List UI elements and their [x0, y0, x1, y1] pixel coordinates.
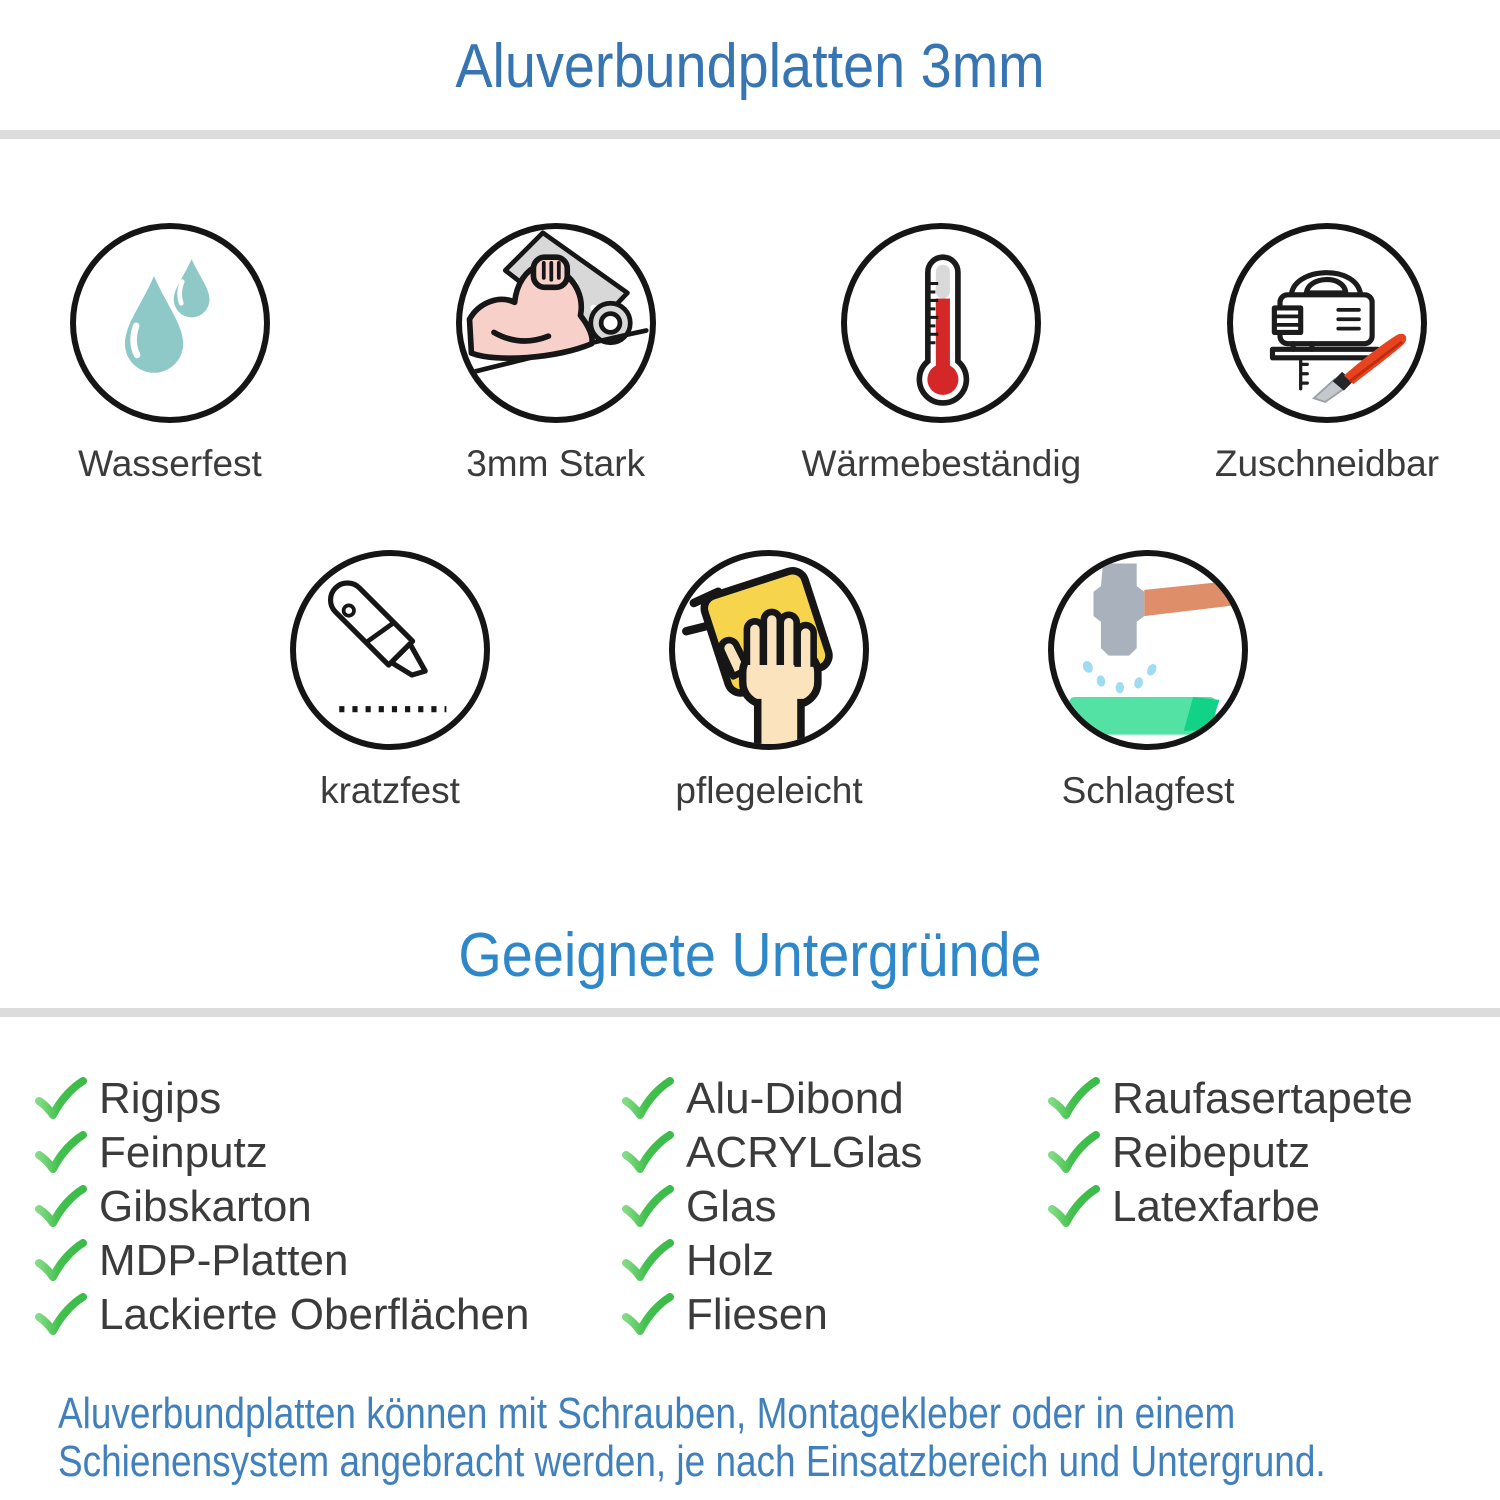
check-icon — [35, 1239, 87, 1281]
check-icon — [35, 1077, 87, 1119]
list-item: Feinputz — [35, 1126, 529, 1180]
substrate-label: Rigips — [99, 1074, 222, 1123]
cleaning-hand-icon — [669, 550, 869, 750]
feature-wasserfest: Wasserfest — [70, 223, 270, 485]
feature-row-2: kratzfest — [290, 550, 1248, 812]
feature-waermebestaendig: Wärmebeständig — [801, 223, 1081, 485]
check-icon — [1048, 1131, 1100, 1173]
mounting-note-line2: Schienensystem angebracht werden, je nac… — [58, 1437, 1326, 1486]
divider-top — [0, 130, 1500, 139]
check-icon — [35, 1185, 87, 1227]
list-item: Fliesen — [622, 1288, 922, 1342]
list-item: ACRYLGlas — [622, 1126, 922, 1180]
list-item: Latexfarbe — [1048, 1180, 1413, 1234]
check-icon — [622, 1185, 674, 1227]
substrate-label: Feinputz — [99, 1128, 268, 1177]
feature-row-1: Wasserfest — [70, 223, 1439, 485]
water-drops-icon — [70, 223, 270, 423]
list-item: Holz — [622, 1234, 922, 1288]
substrate-label: Holz — [686, 1236, 775, 1285]
feature-schlagfest: Schlagfest — [1048, 550, 1248, 812]
list-item: Alu-Dibond — [622, 1072, 922, 1126]
feature-label: kratzfest — [320, 770, 460, 811]
feature-3mm-stark: 3mm Stark — [455, 223, 656, 485]
check-icon — [622, 1131, 674, 1173]
check-icon — [622, 1077, 674, 1119]
list-item: Rigips — [35, 1072, 529, 1126]
substrate-label: Alu-Dibond — [686, 1074, 904, 1123]
substrate-label: Latexfarbe — [1112, 1182, 1320, 1231]
substrate-label: Lackierte Oberflächen — [99, 1290, 530, 1339]
substrate-label: MDP-Platten — [99, 1236, 349, 1285]
substrate-label: Fliesen — [686, 1290, 828, 1339]
section-title-untergruende: Geeignete Untergründe — [458, 921, 1042, 990]
feature-kratzfest: kratzfest — [290, 550, 490, 812]
list-item: Gibskarton — [35, 1180, 529, 1234]
check-icon — [35, 1131, 87, 1173]
page-title: Aluverbundplatten 3mm — [455, 32, 1045, 101]
check-icon — [35, 1293, 87, 1335]
mounting-note: Aluverbundplatten können mit Schrauben, … — [58, 1390, 1326, 1486]
substrate-label: Reibeputz — [1112, 1128, 1311, 1177]
substrates-column-2: Alu-Dibond ACRYLGlas Glas Holz Fliesen — [622, 1072, 922, 1342]
feature-label: Wasserfest — [78, 443, 262, 484]
list-item: Raufasertapete — [1048, 1072, 1413, 1126]
feature-label: pflegeleicht — [675, 770, 863, 811]
substrates-column-1: Rigips Feinputz Gibskarton MDP-Platten L… — [35, 1072, 529, 1342]
feature-zuschneidbar: Zuschneidbar — [1215, 223, 1439, 485]
feature-label: Wärmebeständig — [801, 443, 1082, 484]
list-item: Lackierte Oberflächen — [35, 1288, 529, 1342]
substrate-label: Glas — [686, 1182, 777, 1231]
utility-knife-icon — [290, 550, 490, 750]
divider-middle — [0, 1008, 1500, 1017]
substrate-label: Gibskarton — [99, 1182, 312, 1231]
thermometer-icon — [841, 223, 1042, 423]
jigsaw-icon — [1226, 223, 1427, 423]
substrate-label: Raufasertapete — [1112, 1074, 1413, 1123]
feature-label: 3mm Stark — [466, 443, 646, 484]
feature-label: Zuschneidbar — [1214, 443, 1440, 484]
muscle-arm-icon — [455, 223, 656, 423]
check-icon — [622, 1293, 674, 1335]
list-item: Glas — [622, 1180, 922, 1234]
substrates-column-3: Raufasertapete Reibeputz Latexfarbe — [1048, 1072, 1413, 1234]
mounting-note-line1: Aluverbundplatten können mit Schrauben, … — [58, 1389, 1236, 1438]
check-icon — [1048, 1185, 1100, 1227]
check-icon — [1048, 1077, 1100, 1119]
list-item: Reibeputz — [1048, 1126, 1413, 1180]
feature-label: Schlagfest — [1061, 770, 1235, 811]
check-icon — [622, 1239, 674, 1281]
substrate-label: ACRYLGlas — [686, 1128, 923, 1177]
list-item: MDP-Platten — [35, 1234, 529, 1288]
hammer-icon — [1048, 550, 1248, 750]
feature-pflegeleicht: pflegeleicht — [669, 550, 869, 812]
